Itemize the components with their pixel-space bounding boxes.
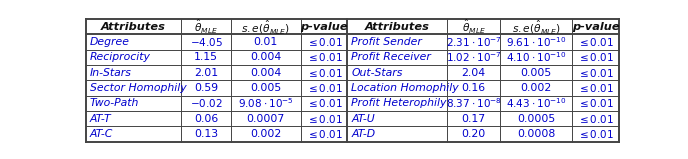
Text: 0.20: 0.20 <box>462 129 486 139</box>
Text: $8.37\cdot10^{-8}$: $8.37\cdot10^{-8}$ <box>446 96 502 110</box>
Text: $4.43\cdot10^{-10}$: $4.43\cdot10^{-10}$ <box>506 96 567 110</box>
Text: $1.02\cdot10^{-7}$: $1.02\cdot10^{-7}$ <box>446 50 502 64</box>
Text: $-4.05$: $-4.05$ <box>190 36 223 48</box>
Text: $\leq 0.01$: $\leq 0.01$ <box>577 51 614 63</box>
Text: Two-Path: Two-Path <box>89 98 139 108</box>
Text: 0.004: 0.004 <box>250 68 281 78</box>
Text: p-value: p-value <box>572 22 620 32</box>
Text: $\leq 0.01$: $\leq 0.01$ <box>577 82 614 94</box>
Text: $\leq 0.01$: $\leq 0.01$ <box>305 97 343 109</box>
Text: AT-D: AT-D <box>351 129 376 139</box>
Text: $2.31\cdot10^{-7}$: $2.31\cdot10^{-7}$ <box>446 35 502 49</box>
Text: $s.e(\hat{\theta}_{MLE})$: $s.e(\hat{\theta}_{MLE})$ <box>512 18 561 36</box>
Text: Out-Stars: Out-Stars <box>351 68 402 78</box>
Text: In-Stars: In-Stars <box>89 68 131 78</box>
Text: Profit Sender: Profit Sender <box>351 37 422 47</box>
Text: $\leq 0.01$: $\leq 0.01$ <box>577 67 614 79</box>
Text: AT-C: AT-C <box>89 129 113 139</box>
Text: 0.17: 0.17 <box>462 114 486 124</box>
Text: $\leq 0.01$: $\leq 0.01$ <box>577 36 614 48</box>
Text: 0.06: 0.06 <box>194 114 218 124</box>
Text: 2.01: 2.01 <box>194 68 218 78</box>
Text: 0.002: 0.002 <box>250 129 281 139</box>
Text: Degree: Degree <box>89 37 130 47</box>
Text: $\leq 0.01$: $\leq 0.01$ <box>305 36 343 48</box>
Text: $\leq 0.01$: $\leq 0.01$ <box>577 113 614 124</box>
Text: $s.e(\hat{\theta}_{MLE})$: $s.e(\hat{\theta}_{MLE})$ <box>241 18 290 36</box>
Text: 1.15: 1.15 <box>194 52 218 62</box>
Text: $-0.02$: $-0.02$ <box>190 97 222 109</box>
Text: Sector Homophily: Sector Homophily <box>89 83 186 93</box>
Text: $\hat{\theta}_{MLE}$: $\hat{\theta}_{MLE}$ <box>194 18 218 36</box>
Text: Location Homophily: Location Homophily <box>351 83 459 93</box>
Text: 0.004: 0.004 <box>250 52 281 62</box>
Text: $\leq 0.01$: $\leq 0.01$ <box>577 128 614 140</box>
Text: $4.10\cdot10^{-10}$: $4.10\cdot10^{-10}$ <box>506 50 567 64</box>
Text: 0.005: 0.005 <box>250 83 281 93</box>
Text: $\leq 0.01$: $\leq 0.01$ <box>305 51 343 63</box>
Text: $\leq 0.01$: $\leq 0.01$ <box>305 128 343 140</box>
Text: 0.0008: 0.0008 <box>517 129 555 139</box>
Text: 2.04: 2.04 <box>462 68 486 78</box>
Text: Profit Heterophily: Profit Heterophily <box>351 98 447 108</box>
Text: AT-U: AT-U <box>351 114 375 124</box>
Text: $9.61\cdot10^{-10}$: $9.61\cdot10^{-10}$ <box>506 35 567 49</box>
Text: Reciprocity: Reciprocity <box>89 52 151 62</box>
Text: $\leq 0.01$: $\leq 0.01$ <box>305 82 343 94</box>
Text: 0.0007: 0.0007 <box>247 114 285 124</box>
Text: 0.01: 0.01 <box>254 37 278 47</box>
Text: $\leq 0.01$: $\leq 0.01$ <box>577 97 614 109</box>
Text: Profit Receiver: Profit Receiver <box>351 52 431 62</box>
Text: $\leq 0.01$: $\leq 0.01$ <box>305 67 343 79</box>
Text: Attributes: Attributes <box>365 22 430 32</box>
Text: 0.002: 0.002 <box>521 83 552 93</box>
Text: p-value: p-value <box>300 22 348 32</box>
Text: $9.08\cdot10^{-5}$: $9.08\cdot10^{-5}$ <box>238 96 294 110</box>
Text: 0.0005: 0.0005 <box>517 114 555 124</box>
Text: 0.005: 0.005 <box>521 68 552 78</box>
Text: Attributes: Attributes <box>101 22 166 32</box>
Text: $\hat{\theta}_{MLE}$: $\hat{\theta}_{MLE}$ <box>462 18 486 36</box>
Text: 0.16: 0.16 <box>462 83 486 93</box>
Text: 0.13: 0.13 <box>194 129 218 139</box>
Text: 0.59: 0.59 <box>194 83 218 93</box>
Text: AT-T: AT-T <box>89 114 111 124</box>
Text: $\leq 0.01$: $\leq 0.01$ <box>305 113 343 124</box>
